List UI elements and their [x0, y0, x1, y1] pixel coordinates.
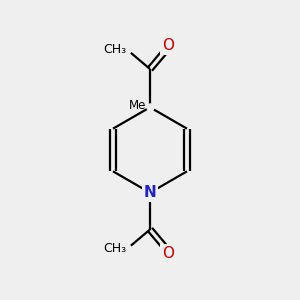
Text: CH₃: CH₃ [103, 242, 126, 255]
Text: Me: Me [129, 99, 146, 112]
Text: O: O [162, 38, 174, 53]
Text: O: O [162, 246, 174, 261]
Text: N: N [144, 185, 156, 200]
Text: CH₃: CH₃ [103, 44, 126, 56]
